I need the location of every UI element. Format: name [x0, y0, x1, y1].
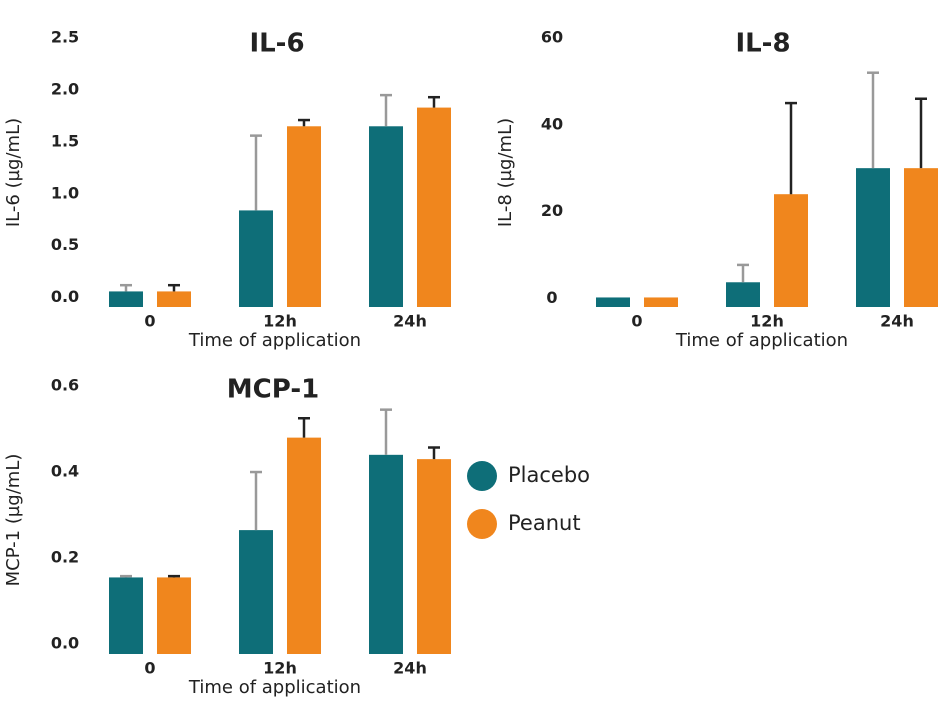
error-bar [168, 283, 180, 292]
x-tick-label: 24h [393, 312, 427, 331]
bar [596, 297, 630, 307]
x-tick-label: 12h [750, 312, 784, 331]
x-tick-label: 0 [144, 659, 155, 678]
x-tick-label: 24h [880, 312, 914, 331]
bar [644, 297, 678, 307]
x-tick-label: 0 [144, 312, 155, 331]
y-tick-label: 0.6 [51, 376, 79, 395]
bar [369, 454, 403, 654]
legend-marker [467, 509, 497, 539]
x-tick-label: 0 [631, 312, 642, 331]
y-axis-label: MCP-1 (µg/mL) [3, 454, 24, 587]
bar [369, 126, 403, 307]
bar [287, 437, 321, 654]
bar [157, 577, 191, 654]
x-axis-label: Time of application [675, 330, 848, 351]
error-bar [380, 408, 392, 455]
chart-title: IL-6 [249, 29, 304, 59]
y-axis-label: IL-8 (µg/mL) [495, 118, 516, 227]
bar [239, 210, 273, 307]
y-tick-label: 0.5 [51, 235, 79, 254]
error-bar [428, 95, 440, 108]
bar [157, 291, 191, 307]
y-tick-label: 1.5 [51, 131, 79, 150]
x-axis-label: Time of application [188, 677, 361, 698]
bar [287, 126, 321, 307]
bar [856, 168, 890, 307]
y-tick-label: 0.0 [51, 634, 79, 653]
y-tick-label: 0.2 [51, 548, 79, 567]
error-bar [120, 283, 132, 292]
y-tick-label: 0 [546, 288, 557, 307]
error-bar [737, 263, 749, 283]
bar [417, 459, 451, 654]
chart-title: MCP-1 [227, 375, 319, 405]
y-tick-label: 2.0 [51, 79, 79, 98]
error-bar [250, 470, 262, 531]
error-bar [915, 97, 927, 169]
bar [774, 194, 808, 307]
error-bar [380, 93, 392, 127]
legend-label: Placebo [508, 463, 590, 487]
bar [239, 530, 273, 654]
bar [109, 577, 143, 654]
y-tick-label: 0.0 [51, 287, 79, 306]
error-bar [120, 574, 132, 578]
y-tick-label: 1.0 [51, 183, 79, 202]
error-bar [428, 446, 440, 460]
y-tick-label: 20 [541, 201, 563, 220]
y-tick-label: 60 [541, 28, 563, 47]
x-tick-label: 12h [263, 312, 297, 331]
error-bar [867, 71, 879, 169]
bar [109, 291, 143, 307]
legend-marker [467, 461, 497, 491]
legend-label: Peanut [508, 511, 581, 535]
error-bar [298, 417, 310, 438]
bar [904, 168, 938, 307]
error-bar [168, 574, 180, 578]
y-tick-label: 2.5 [51, 28, 79, 47]
x-axis-label: Time of application [188, 330, 361, 351]
bar [726, 282, 760, 307]
y-axis-label: IL-6 (µg/mL) [3, 118, 24, 227]
y-tick-label: 0.4 [51, 462, 79, 481]
x-tick-label: 12h [263, 659, 297, 678]
error-bar [250, 134, 262, 211]
chart-title: IL-8 [735, 29, 790, 59]
error-bar [785, 101, 797, 195]
bar [417, 107, 451, 307]
error-bar [298, 118, 310, 127]
x-tick-label: 24h [393, 659, 427, 678]
y-tick-label: 40 [541, 114, 563, 133]
